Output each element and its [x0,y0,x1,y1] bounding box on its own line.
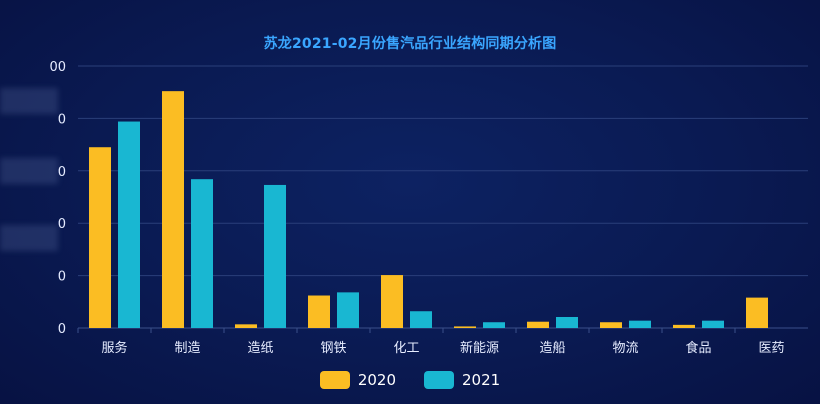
x-category-label: 化工 [393,341,419,356]
bar-2021-5 [483,322,505,328]
bar-2020-1 [162,91,184,328]
bar-2020-9 [746,297,768,328]
blurred-region [0,88,58,114]
y-tick-label: 0 [58,165,66,180]
y-tick-label: 0 [58,217,66,232]
bar-2021-3 [337,292,359,328]
blurred-region [0,158,58,184]
bar-2021-1 [191,179,213,328]
legend-item-2020[interactable]: 2020 [319,371,396,389]
bar-2020-5 [454,326,476,328]
bar-2020-7 [600,322,622,328]
y-tick-label: 0 [58,270,66,285]
bar-2021-7 [629,320,651,328]
blurred-region [0,225,58,251]
x-category-label: 制造 [174,341,200,356]
y-tick-label: 00 [49,60,66,75]
bar-2020-0 [89,147,111,328]
x-category-label: 医药 [758,341,784,356]
legend-label-2020: 2020 [357,371,396,389]
bar-2020-2 [235,324,257,328]
legend-swatch-2020 [319,371,350,389]
bar-2020-8 [673,324,695,328]
bar-2020-3 [308,295,330,328]
chart-title: 苏龙2021-02月份售汽品行业结构同期分析图 [263,36,557,52]
y-tick-label: 0 [58,112,66,127]
x-category-label: 造船 [539,341,565,356]
legend-swatch-2021 [424,371,454,389]
bar-2021-6 [556,316,578,328]
x-category-label: 钢铁 [320,341,346,356]
bar-2021-0 [118,121,140,328]
x-category-label: 造纸 [247,341,273,356]
x-category-label: 物流 [612,341,638,356]
chart-legend: 2020 2021 [0,371,820,389]
x-category-label: 服务 [101,340,127,356]
y-tick-label: 0 [58,322,66,337]
x-category-label: 新能源 [460,340,499,356]
bar-2021-2 [264,184,286,328]
bar-2020-4 [381,275,403,328]
legend-item-2021[interactable]: 2021 [424,371,500,389]
x-category-label: 食品 [685,340,711,356]
bar-2021-8 [702,320,724,328]
bar-2021-4 [410,311,432,328]
legend-label-2021: 2021 [462,371,501,389]
bar-2020-6 [527,321,549,328]
